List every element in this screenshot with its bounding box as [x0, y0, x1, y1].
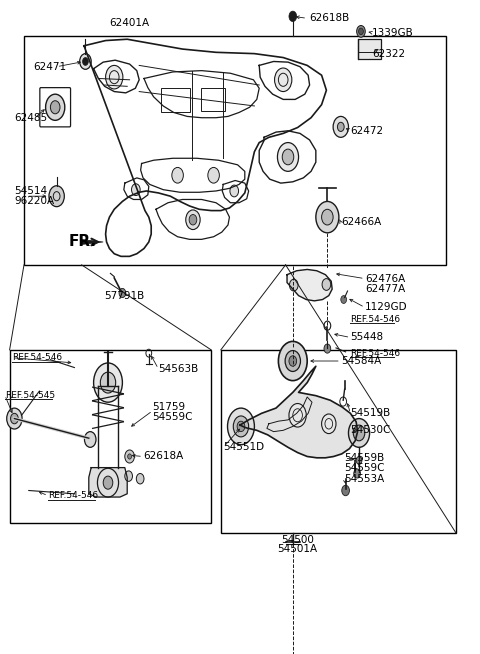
Circle shape: [80, 54, 91, 69]
Text: 62618B: 62618B: [310, 13, 350, 24]
Circle shape: [136, 473, 144, 484]
Circle shape: [285, 351, 300, 371]
Circle shape: [83, 58, 88, 65]
Circle shape: [208, 167, 219, 183]
Text: 62322: 62322: [372, 48, 405, 59]
Text: 51759: 51759: [153, 402, 186, 412]
Text: 54519B: 54519B: [350, 408, 391, 419]
Text: 62471: 62471: [34, 61, 67, 72]
Text: 54563B: 54563B: [158, 364, 199, 374]
Text: 62401A: 62401A: [109, 18, 150, 28]
Circle shape: [324, 344, 331, 353]
Text: 54559C: 54559C: [153, 412, 193, 422]
Circle shape: [128, 454, 132, 459]
Bar: [358, 39, 381, 59]
Circle shape: [322, 279, 331, 290]
Circle shape: [348, 419, 370, 447]
Bar: [161, 88, 190, 112]
Circle shape: [278, 341, 307, 381]
Circle shape: [94, 363, 122, 402]
Circle shape: [322, 209, 333, 225]
Text: 62472: 62472: [350, 126, 384, 136]
Circle shape: [228, 408, 254, 445]
Circle shape: [333, 116, 348, 137]
Circle shape: [322, 414, 336, 434]
Circle shape: [282, 149, 294, 165]
Text: 54559B: 54559B: [345, 453, 385, 463]
Text: 54584A: 54584A: [341, 356, 381, 366]
Circle shape: [119, 288, 126, 298]
Circle shape: [189, 215, 197, 225]
Circle shape: [357, 26, 365, 37]
Text: 54501A: 54501A: [277, 544, 318, 555]
Text: 54559C: 54559C: [345, 463, 385, 473]
Circle shape: [7, 408, 22, 429]
Circle shape: [289, 356, 297, 366]
Polygon shape: [287, 269, 332, 301]
Polygon shape: [89, 468, 127, 497]
Circle shape: [341, 296, 347, 303]
Circle shape: [289, 404, 306, 427]
Circle shape: [49, 186, 64, 207]
Circle shape: [356, 456, 362, 464]
Text: 54500: 54500: [281, 534, 314, 545]
Text: 57791B: 57791B: [105, 290, 145, 301]
Circle shape: [46, 94, 65, 120]
Bar: [10, 350, 211, 523]
Circle shape: [275, 68, 292, 92]
Text: 96220A: 96220A: [14, 196, 55, 207]
Text: 1339GB: 1339GB: [372, 27, 414, 38]
Circle shape: [237, 421, 245, 432]
Text: REF.54-546: REF.54-546: [350, 349, 400, 358]
Circle shape: [132, 184, 140, 196]
Text: 54553A: 54553A: [345, 473, 385, 484]
Circle shape: [354, 469, 360, 478]
Bar: [24, 36, 446, 265]
Text: 54514: 54514: [14, 186, 48, 196]
Circle shape: [289, 279, 298, 291]
Text: REF.54-546: REF.54-546: [350, 315, 400, 324]
Polygon shape: [81, 239, 103, 245]
Bar: [201, 88, 225, 111]
Text: REF.54-546: REF.54-546: [48, 491, 98, 500]
Circle shape: [125, 450, 134, 463]
Circle shape: [186, 210, 200, 230]
Circle shape: [100, 372, 116, 393]
Circle shape: [233, 416, 249, 437]
Bar: [221, 350, 456, 533]
Circle shape: [337, 122, 344, 131]
Text: 54530C: 54530C: [350, 425, 391, 436]
Text: 62477A: 62477A: [365, 284, 405, 294]
Circle shape: [11, 413, 18, 424]
Polygon shape: [240, 366, 358, 458]
Circle shape: [342, 485, 349, 496]
Circle shape: [103, 476, 113, 489]
Text: 1129GD: 1129GD: [365, 302, 408, 313]
Text: 62618A: 62618A: [143, 451, 183, 462]
Circle shape: [84, 432, 96, 447]
Circle shape: [316, 201, 339, 233]
Text: 62466A: 62466A: [341, 217, 381, 228]
Circle shape: [125, 471, 132, 481]
Text: REF.54-545: REF.54-545: [5, 390, 55, 400]
Text: FR.: FR.: [68, 235, 96, 249]
Circle shape: [230, 185, 239, 197]
Text: 55448: 55448: [350, 332, 384, 343]
Circle shape: [172, 167, 183, 183]
Circle shape: [359, 28, 363, 35]
Circle shape: [289, 11, 297, 22]
Circle shape: [277, 143, 299, 171]
Circle shape: [50, 101, 60, 114]
Circle shape: [106, 65, 123, 89]
Text: 62476A: 62476A: [365, 273, 405, 284]
Text: REF.54-546: REF.54-546: [12, 353, 62, 362]
Text: 54551D: 54551D: [223, 442, 264, 453]
Text: 62485: 62485: [14, 112, 48, 123]
Circle shape: [353, 425, 365, 441]
Circle shape: [97, 468, 119, 497]
